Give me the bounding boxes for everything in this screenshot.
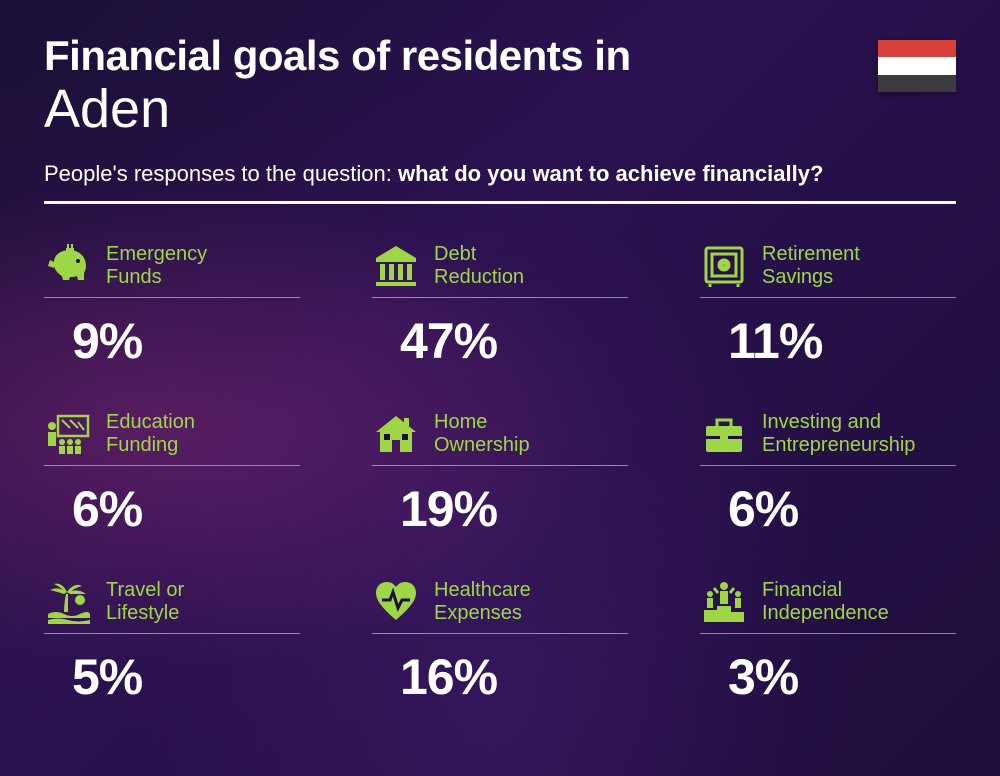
podium-icon bbox=[700, 580, 748, 624]
stat-label: FinancialIndependence bbox=[762, 579, 889, 625]
stat-retirement-savings: RetirementSavings 11% bbox=[700, 242, 956, 370]
stat-value: 5% bbox=[44, 648, 300, 706]
stat-head: Investing andEntrepreneurship bbox=[700, 410, 956, 466]
stat-head: EducationFunding bbox=[44, 410, 300, 466]
stat-label: DebtReduction bbox=[434, 243, 524, 289]
stat-value: 19% bbox=[372, 480, 628, 538]
stat-label: Investing andEntrepreneurship bbox=[762, 411, 915, 457]
stat-emergency-funds: EmergencyFunds 9% bbox=[44, 242, 300, 370]
stat-label: HomeOwnership bbox=[434, 411, 530, 457]
stat-education-funding: EducationFunding 6% bbox=[44, 410, 300, 538]
flag-yemen bbox=[878, 40, 956, 92]
stat-head: HealthcareExpenses bbox=[372, 578, 628, 634]
stat-label: EmergencyFunds bbox=[106, 243, 207, 289]
bank-icon bbox=[372, 244, 420, 288]
stat-value: 11% bbox=[700, 312, 956, 370]
stat-investing: Investing andEntrepreneurship 6% bbox=[700, 410, 956, 538]
title-line-2: Aden bbox=[44, 80, 956, 139]
flag-stripe-2 bbox=[878, 57, 956, 74]
flag-stripe-3 bbox=[878, 75, 956, 92]
stat-label: EducationFunding bbox=[106, 411, 195, 457]
stats-grid: EmergencyFunds 9% DebtReduction 47% Reti… bbox=[44, 242, 956, 706]
stat-head: RetirementSavings bbox=[700, 242, 956, 298]
stat-value: 6% bbox=[44, 480, 300, 538]
palm-icon bbox=[44, 580, 92, 624]
stat-value: 6% bbox=[700, 480, 956, 538]
divider bbox=[44, 201, 956, 204]
heart-pulse-icon bbox=[372, 580, 420, 624]
safe-icon bbox=[700, 244, 748, 288]
subtitle-bold: what do you want to achieve financially? bbox=[398, 161, 823, 186]
flag-stripe-1 bbox=[878, 40, 956, 57]
education-icon bbox=[44, 412, 92, 456]
stat-value: 3% bbox=[700, 648, 956, 706]
stat-value: 16% bbox=[372, 648, 628, 706]
briefcase-icon bbox=[700, 412, 748, 456]
piggy-bank-icon bbox=[44, 244, 92, 288]
stat-value: 47% bbox=[372, 312, 628, 370]
house-icon bbox=[372, 412, 420, 456]
stat-label: RetirementSavings bbox=[762, 243, 860, 289]
stat-head: EmergencyFunds bbox=[44, 242, 300, 298]
header: Financial goals of residents in Aden Peo… bbox=[44, 34, 956, 204]
stat-healthcare: HealthcareExpenses 16% bbox=[372, 578, 628, 706]
stat-head: FinancialIndependence bbox=[700, 578, 956, 634]
title-line-1: Financial goals of residents in bbox=[44, 34, 956, 78]
stat-value: 9% bbox=[44, 312, 300, 370]
stat-home-ownership: HomeOwnership 19% bbox=[372, 410, 628, 538]
stat-head: HomeOwnership bbox=[372, 410, 628, 466]
stat-label: Travel orLifestyle bbox=[106, 579, 184, 625]
subtitle-prefix: People's responses to the question: bbox=[44, 161, 398, 186]
stat-head: Travel orLifestyle bbox=[44, 578, 300, 634]
subtitle: People's responses to the question: what… bbox=[44, 161, 956, 187]
stat-debt-reduction: DebtReduction 47% bbox=[372, 242, 628, 370]
stat-label: HealthcareExpenses bbox=[434, 579, 531, 625]
stat-head: DebtReduction bbox=[372, 242, 628, 298]
stat-travel-lifestyle: Travel orLifestyle 5% bbox=[44, 578, 300, 706]
stat-financial-independence: FinancialIndependence 3% bbox=[700, 578, 956, 706]
